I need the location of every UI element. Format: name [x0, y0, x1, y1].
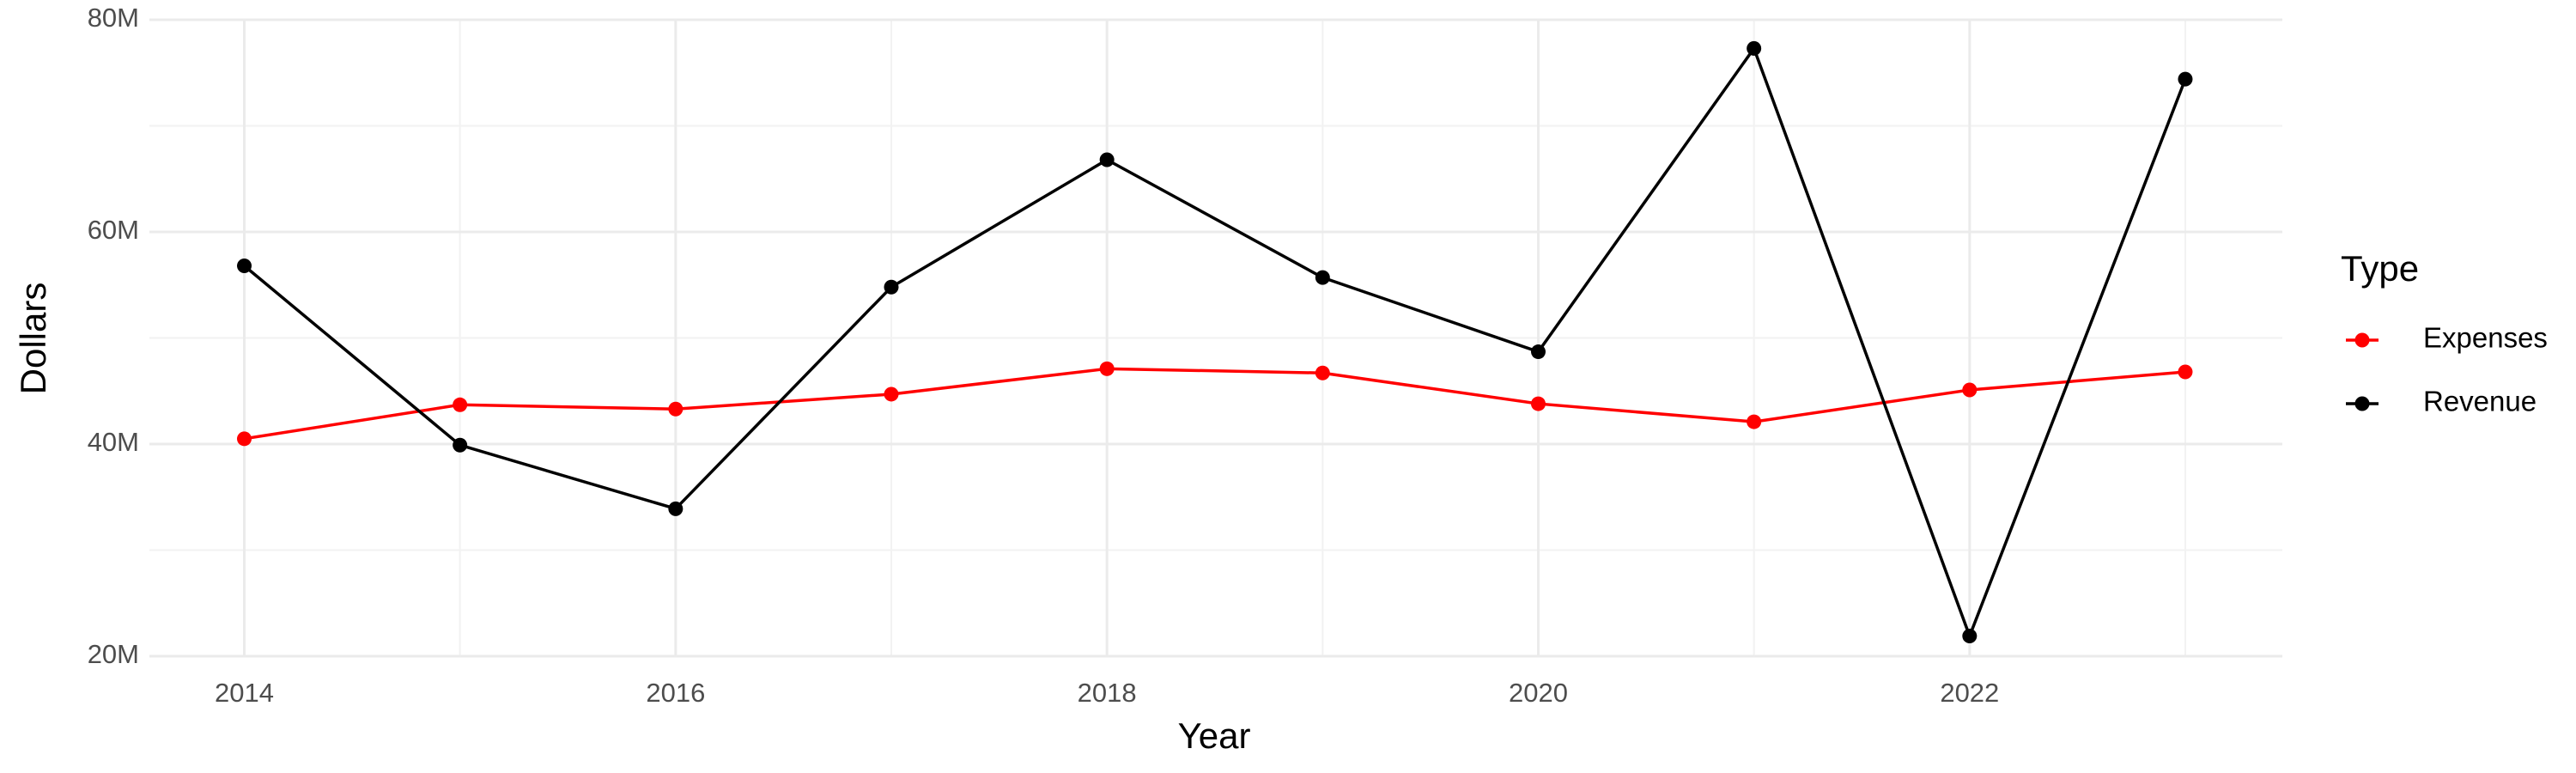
legend-swatch-point — [2354, 396, 2370, 411]
x-tick-label: 2022 — [1940, 678, 1999, 708]
data-point — [237, 431, 252, 447]
x-tick-label: 2016 — [646, 678, 705, 708]
data-point — [1747, 414, 1762, 429]
data-point — [1099, 361, 1115, 376]
y-tick-label: 80M — [88, 3, 139, 33]
data-point — [1530, 396, 1546, 411]
data-point — [453, 437, 468, 453]
legend-title: Type — [2341, 248, 2419, 289]
data-point — [2178, 71, 2193, 87]
x-tick-label: 2014 — [215, 678, 274, 708]
x-tick-label: 2018 — [1078, 678, 1137, 708]
y-axis-title: Dollars — [13, 283, 53, 395]
series-line — [243, 45, 2187, 641]
legend-label: Revenue — [2423, 386, 2537, 417]
data-point — [2178, 364, 2193, 380]
data-point — [668, 401, 683, 417]
data-point — [237, 259, 252, 274]
data-point — [884, 279, 899, 295]
data-point — [1099, 152, 1115, 167]
data-point — [1747, 40, 1762, 56]
data-point — [1315, 365, 1330, 380]
data-point — [668, 501, 683, 516]
y-tick-label: 40M — [88, 427, 139, 457]
legend-label: Expenses — [2423, 322, 2548, 354]
y-tick-label: 60M — [88, 215, 139, 245]
x-axis-title: Year — [1178, 715, 1251, 756]
data-point — [1530, 344, 1546, 360]
legend-swatch-point — [2354, 332, 2370, 348]
data-point — [1315, 270, 1330, 285]
data-point — [1962, 629, 1978, 644]
plot-layer: 20M 40M 60M 80M 2014 2016 2018 2020 2022 Expenses… — [88, 3, 2548, 708]
series-line — [244, 367, 2186, 441]
data-point — [884, 386, 899, 402]
data-point — [453, 397, 468, 412]
y-tick-label: 20M — [88, 639, 139, 669]
data-point — [1962, 382, 1978, 398]
x-tick-label: 2020 — [1509, 678, 1568, 708]
